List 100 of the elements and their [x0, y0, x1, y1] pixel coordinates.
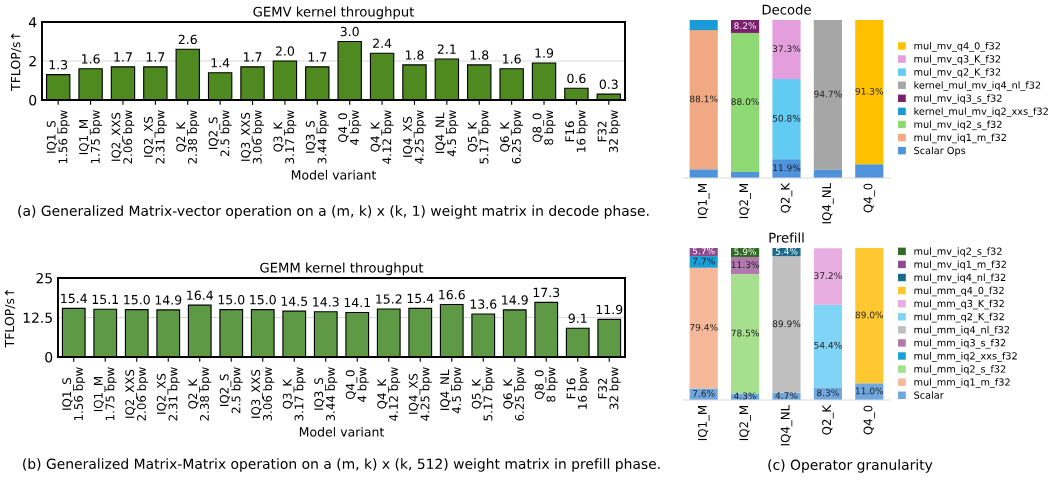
legend-label: mul_mm_iq2_s_f32 — [914, 365, 1006, 375]
text: (c) Operator granularity — [768, 459, 933, 473]
data-label: 8.2% — [734, 22, 757, 30]
chart-title: GEMV kernel throughput — [253, 6, 415, 20]
x-tick-label: Q6_K 6.25 bpw — [503, 367, 527, 421]
x-tick-label: Q2_K — [822, 404, 834, 435]
x-axis-title: Model variant — [291, 169, 377, 180]
bar — [689, 20, 718, 31]
data-label: 14.9 — [502, 295, 528, 305]
y-tick-label: 2 — [29, 55, 36, 67]
bar — [855, 248, 884, 384]
bar — [731, 32, 760, 172]
y-tick-label: 0 — [29, 94, 37, 106]
data-label: 88.0% — [731, 98, 759, 106]
text: (a) Generalized Matrix-vector operation on a (m, k) x (k, 1) weight matrix in decode phase. — [18, 205, 649, 219]
data-label: 1.7 — [114, 52, 132, 62]
data-label: 1.7 — [308, 52, 327, 62]
data-label: 14.5 — [281, 296, 308, 306]
data-label: 0.3 — [599, 79, 618, 89]
bar — [855, 164, 884, 178]
legend-label: kernel_mul_mv_iq2_xxs_f32 — [914, 107, 1048, 118]
legend-label: mul_mv_iq4_nl_f32 — [914, 273, 1006, 284]
x-tick-label: Q4_0 4 bpw — [338, 110, 362, 146]
x-tick-label: Q8_0 8 bpw — [532, 110, 556, 145]
data-label: 11.3% — [731, 261, 759, 269]
legend-label: mul_mm_iq4_nl_f32 — [914, 325, 1010, 336]
bar — [772, 20, 801, 79]
bar — [813, 20, 842, 170]
bar — [813, 304, 842, 388]
data-label: 8.3% — [817, 389, 839, 397]
data-label: 16.6 — [439, 289, 465, 300]
legend-label: mul_mv_q2_K_f32 — [914, 68, 1001, 78]
data-label: 15.4 — [407, 293, 434, 304]
x-tick-label: Q4_0 — [863, 183, 876, 213]
data-label: 15.4 — [61, 293, 87, 304]
legend-label: mul_mv_iq2_s_f32 — [914, 120, 1002, 131]
data-label: 1.6 — [82, 54, 100, 64]
legend-label: mul_mv_iq1_m_f32 — [914, 133, 1006, 144]
chart-title: Prefill — [769, 232, 804, 243]
x-tick-label: IQ3_S 3.44 bpw — [314, 367, 338, 421]
x-tick-label: Q6_K 6.25 bpw — [500, 110, 524, 164]
x-tick-label: IQ2_S 2.5 bpw — [219, 367, 243, 414]
data-label: 4.7% — [775, 392, 798, 400]
x-tick-label: IQ2_XXS 2.06 bpw — [125, 367, 149, 421]
x-tick-label: IQ4_NL 4.5 bpw — [435, 110, 459, 157]
data-label: 78.5% — [731, 329, 759, 337]
bar — [855, 20, 884, 165]
bar — [689, 267, 718, 389]
data-label: 15.1 — [92, 294, 119, 305]
x-tick-label: IQ1_M — [697, 406, 710, 441]
data-label: 16.4 — [187, 290, 213, 300]
x-tick-label: F32 32 bpw — [598, 367, 621, 410]
data-label: 5.9% — [734, 248, 757, 256]
bar — [689, 169, 718, 178]
legend-label: kernel_mul_mv_iq4_nl_f32 — [914, 81, 1041, 91]
bar — [689, 30, 718, 170]
y-axis-title: TFLOP/s↑ — [10, 33, 22, 91]
data-label: 2.1 — [437, 44, 456, 54]
x-tick-label: IQ2_M — [739, 406, 751, 441]
bar — [731, 274, 760, 394]
x-tick-label: Q2_K 2.38 bpw — [176, 110, 200, 164]
data-label: 1.8 — [405, 50, 424, 60]
data-label: 1.6 — [503, 54, 521, 64]
x-tick-label: IQ4_XS 4.25 bpw — [402, 110, 426, 164]
y-axis-title: TFLOP/s↑ — [4, 290, 16, 348]
data-label: 1.4 — [211, 58, 230, 68]
data-label: 11.9% — [773, 164, 801, 172]
legend-label: mul_mv_q4_0_f32 — [914, 41, 1000, 52]
y-tick-label: 0 — [45, 351, 53, 363]
x-axis-title: Model variant — [299, 426, 385, 437]
bar — [772, 256, 801, 393]
legend-label: mul_mv_iq3_s_f32 — [914, 94, 1002, 104]
data-label: 1.3 — [49, 60, 68, 70]
y-tick-label: 25 — [36, 272, 52, 284]
x-tick-label: Q2_K — [780, 182, 793, 213]
x-tick-label: IQ2_S 2.5 bpw — [208, 110, 232, 157]
chart-title: Decode — [762, 4, 811, 15]
data-label: 1.7 — [243, 52, 262, 62]
x-tick-label: IQ2_XS 2.31 bpw — [143, 110, 167, 164]
data-label: 1.8 — [470, 50, 489, 60]
x-tick-label: IQ2_XXS 2.06 bpw — [111, 110, 135, 164]
data-label: 15.0 — [250, 294, 276, 305]
data-label: 11.0% — [855, 387, 884, 395]
x-tick-label: F32 32 bpw — [597, 110, 621, 153]
data-label: 94.7% — [814, 90, 842, 98]
bar — [813, 248, 842, 305]
legend-label: mul_mm_iq1_m_f32 — [914, 378, 1010, 388]
data-label: 2.4 — [373, 38, 392, 48]
x-tick-label: IQ4_NL — [822, 182, 834, 224]
chart-title: GEMM kernel throughput — [260, 262, 424, 276]
x-tick-label: IQ4_NL — [780, 404, 793, 446]
x-tick-label: IQ4_NL 4.5 bpw — [440, 367, 464, 414]
data-label: 89.0% — [855, 311, 884, 319]
x-tick-label: IQ2_M — [739, 184, 751, 219]
x-tick-label: Q2_K 2.38 bpw — [188, 367, 212, 421]
x-tick-label: IQ1_S 1.56 bpw — [46, 110, 70, 164]
bar — [772, 78, 801, 160]
data-label: 14.1 — [344, 297, 371, 308]
data-label: 9.1 — [568, 313, 587, 324]
data-label: 5.7% — [692, 247, 715, 255]
